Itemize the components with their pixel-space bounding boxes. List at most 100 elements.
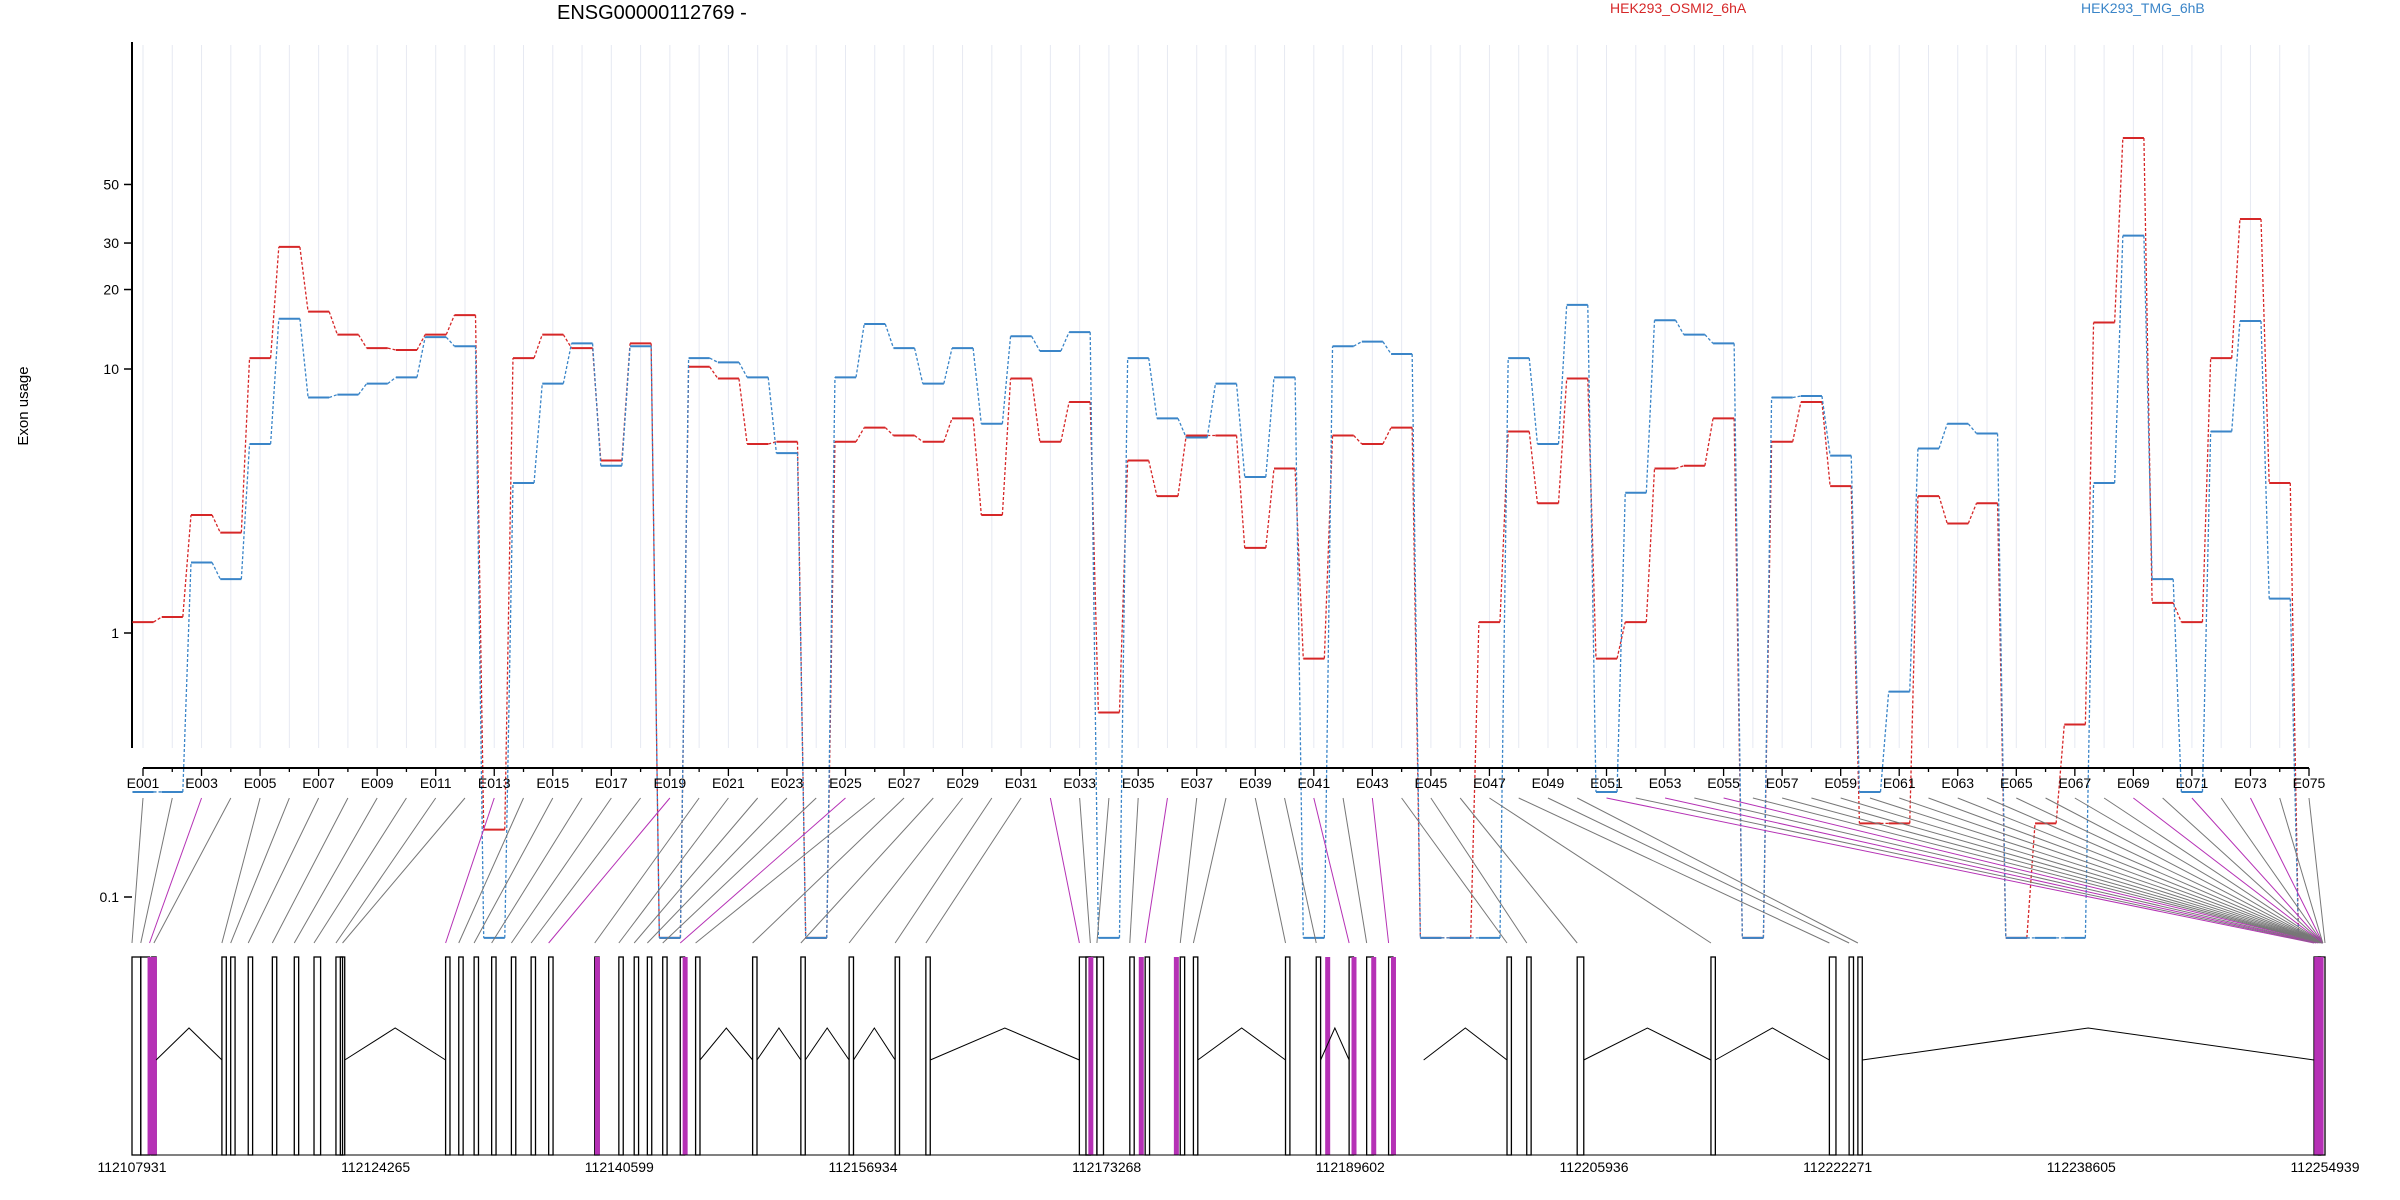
exon-connector — [342, 797, 466, 944]
highlighted-exon — [1138, 957, 1144, 1155]
exon-box — [1857, 956, 1863, 1156]
series-2-connector — [1294, 377, 1304, 938]
exon-connector — [1635, 797, 2317, 944]
series-1-connector — [1675, 465, 1684, 470]
series-1-connector — [474, 315, 485, 830]
series-1-connector — [533, 334, 543, 359]
series-1-connector — [328, 311, 338, 335]
genome-coordinate-label: 112189602 — [1316, 1159, 1385, 1175]
highlighted-exon — [1088, 957, 1094, 1155]
x-tick-label: E015 — [536, 775, 569, 791]
exon-connector — [1928, 797, 2323, 944]
series-1-connector — [1353, 435, 1363, 445]
exon-connector — [2191, 797, 2324, 944]
x-tick-layer: E001 E003 E005 E007 E009 E011 E013 E015 E017 E019… — [127, 768, 2326, 791]
x-tick-label: E031 — [1005, 775, 1038, 791]
exon-box — [1526, 956, 1532, 1156]
series-2-connector — [1938, 423, 1948, 449]
y-tick-layer: 0.1 1 10 20 30 50 — [100, 176, 132, 905]
series-2-connector — [2172, 579, 2183, 792]
series-1-connector — [1528, 431, 1539, 504]
series-1-connector — [1850, 486, 1861, 824]
y-tick-label: 20 — [103, 282, 119, 298]
exon-connector — [1518, 797, 1830, 944]
x-tick-label: E017 — [595, 775, 628, 791]
exon-box — [473, 956, 480, 1156]
series-2-connector — [1177, 418, 1187, 438]
exon-connector — [1342, 797, 1368, 944]
series-1-connector — [709, 366, 719, 379]
series-2-connector — [738, 362, 748, 378]
exon-connector — [1079, 797, 1091, 944]
exon-box — [1284, 956, 1291, 1156]
series-2-connector — [240, 443, 251, 580]
exon-box — [1315, 956, 1322, 1156]
exon-connector — [2074, 797, 2324, 944]
series-1-connector — [1909, 496, 1919, 824]
series-1-connector — [182, 514, 192, 618]
series-1-connector — [1470, 622, 1480, 938]
series-2-connector — [1792, 395, 1801, 399]
exon-box — [1828, 956, 1837, 1156]
series-2-connector — [1528, 358, 1539, 445]
x-tick-label: E023 — [771, 775, 804, 791]
exon-connector — [1899, 797, 2323, 944]
series-2-connector — [884, 323, 895, 349]
exon-connector — [1840, 797, 2323, 944]
series-1-connector — [1938, 495, 1948, 524]
exon-connector — [313, 797, 407, 944]
genome-coordinate-label: 112124265 — [341, 1159, 410, 1175]
x-tick-label: E051 — [1590, 775, 1623, 791]
exon-box — [548, 956, 554, 1156]
series-2-connector — [328, 393, 338, 399]
genome-coordinate-label: 112156934 — [828, 1159, 897, 1175]
series-2-connector — [826, 377, 836, 938]
exon-connector — [1313, 797, 1350, 944]
exon-connector — [2308, 797, 2326, 944]
series-1-connector — [1499, 431, 1509, 623]
series-1-connector — [1557, 378, 1568, 504]
series-2-connector — [1031, 335, 1041, 352]
series-2-connector — [504, 482, 514, 938]
intron-line — [1583, 1027, 1712, 1061]
exon-connector — [1489, 797, 1712, 944]
exon-connector — [1723, 797, 2323, 944]
exon-box — [1576, 956, 1585, 1156]
intron-line — [1423, 1027, 1508, 1061]
exon-connector — [646, 797, 788, 944]
series-2-connector — [1499, 358, 1509, 938]
exon-connector — [293, 797, 378, 944]
exon-connector — [2220, 797, 2324, 944]
intron-line — [155, 1027, 223, 1061]
y-tick-label: 30 — [103, 235, 119, 251]
series-1-connector — [1704, 418, 1714, 466]
exon-box — [1144, 956, 1151, 1156]
exon-connector — [491, 797, 583, 944]
highlighted-exon — [2318, 957, 2324, 1155]
exon-box — [618, 956, 624, 1156]
x-tick-label: E043 — [1356, 775, 1389, 791]
series-2-connector — [1265, 377, 1275, 478]
exon-connector — [925, 797, 1022, 944]
intron-line — [756, 1027, 802, 1061]
legend-series-2: HEK293_TMG_6hB — [2081, 0, 2205, 16]
exon-connector — [1957, 797, 2323, 944]
series-1-connector — [1792, 401, 1802, 442]
exon-connector — [1179, 797, 1198, 944]
exon-connector — [1371, 797, 1390, 944]
series-1-connector — [1587, 378, 1597, 659]
series-1-connector — [299, 246, 309, 312]
exon-connector — [2103, 797, 2324, 944]
exon-connector — [2045, 797, 2324, 944]
exon-box — [1192, 956, 1199, 1156]
exon-connector — [1192, 797, 1227, 944]
series-2-connector — [1001, 336, 1012, 424]
series-1-connector — [2172, 602, 2182, 623]
series-1-connector — [2201, 358, 2212, 623]
exon-connector — [1694, 797, 2321, 944]
exon-connector — [247, 797, 320, 944]
highlighted-exon — [2314, 957, 2320, 1155]
exon-box — [662, 956, 668, 1156]
x-tick-label: E059 — [1824, 775, 1857, 791]
x-tick-label: E067 — [2058, 775, 2091, 791]
